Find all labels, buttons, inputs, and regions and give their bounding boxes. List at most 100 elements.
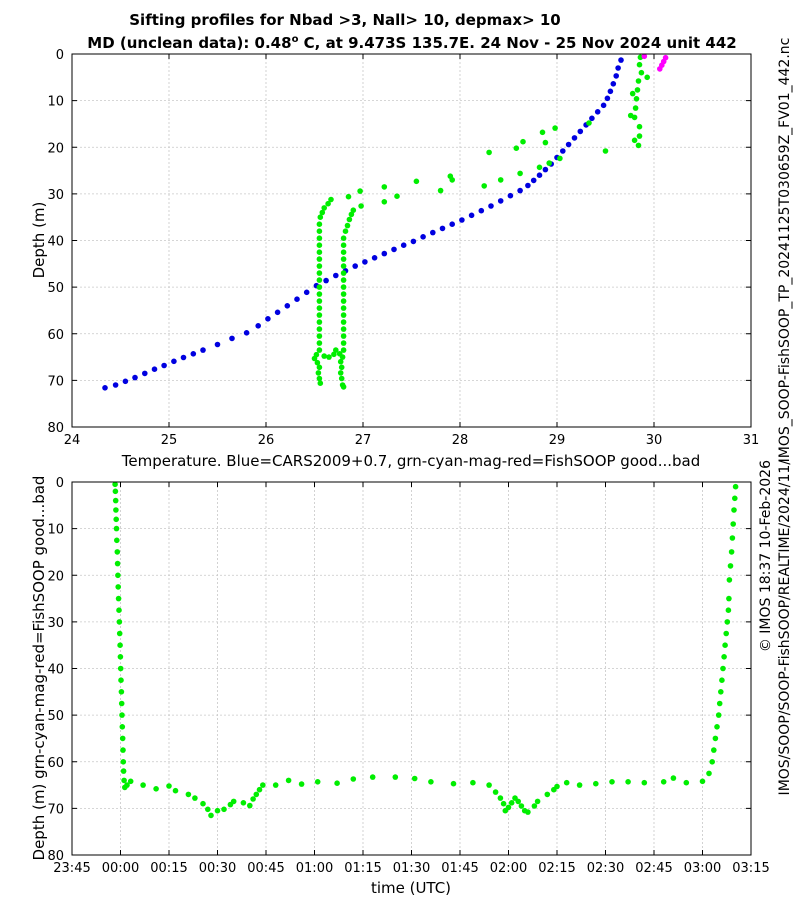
- top-data-point: [102, 385, 108, 391]
- top-data-point: [488, 203, 494, 209]
- bottom-data-point: [428, 779, 434, 785]
- top-data-point: [340, 384, 347, 390]
- top-data-point: [539, 129, 546, 136]
- top-y-tick-label: 60: [47, 328, 64, 343]
- top-data-point: [316, 235, 323, 241]
- top-data-point: [371, 254, 378, 261]
- bottom-data-point: [240, 800, 247, 806]
- bottom-data-point: [727, 563, 734, 569]
- bottom-data-point: [200, 800, 206, 807]
- bottom-x-tick-label: 03:00: [684, 861, 721, 876]
- top-data-point: [536, 172, 543, 178]
- top-data-point: [340, 305, 347, 311]
- top-y-tick-label: 30: [47, 188, 64, 203]
- top-data-point: [525, 182, 531, 189]
- bottom-data-point: [525, 809, 531, 815]
- bottom-y-tick-label: 50: [47, 709, 64, 724]
- top-data-point: [430, 229, 436, 236]
- bottom-data-point: [119, 724, 126, 730]
- top-data-point: [316, 319, 323, 325]
- top-data-point: [381, 250, 388, 257]
- bottom-data-point: [127, 778, 134, 785]
- bottom-data-point: [720, 665, 726, 672]
- bottom-data-point: [518, 803, 525, 809]
- top-data-point: [255, 323, 261, 329]
- top-data-point: [571, 135, 578, 141]
- bottom-data-point: [298, 781, 305, 787]
- top-y-tick-label: 10: [47, 95, 64, 110]
- title-line2-suffix: C, at 9.473S 135.7E. 24 Nov - 25 Nov 202…: [298, 34, 736, 52]
- top-data-point: [459, 217, 465, 223]
- bottom-data-point: [726, 595, 732, 602]
- bottom-data-point: [492, 789, 499, 795]
- top-data-point: [362, 259, 368, 265]
- top-data-point: [517, 187, 523, 194]
- bottom-data-point: [115, 595, 122, 602]
- bottom-data-point: [117, 665, 124, 672]
- top-data-point: [644, 74, 650, 81]
- bottom-x-tick-label: 00:00: [102, 861, 139, 876]
- bottom-data-point: [140, 782, 146, 788]
- bottom-data-point: [497, 795, 504, 801]
- bottom-data-point: [719, 677, 725, 683]
- bottom-data-point: [715, 712, 722, 718]
- bottom-data-point: [508, 800, 515, 806]
- bottom-data-point: [534, 798, 541, 805]
- top-data-point: [340, 270, 347, 276]
- top-data-point: [449, 177, 456, 183]
- bottom-data-point: [563, 779, 570, 786]
- bottom-data-point: [253, 791, 260, 798]
- top-data-point: [560, 148, 566, 154]
- top-data-point: [326, 354, 332, 360]
- bottom-data-point: [500, 800, 507, 807]
- bottom-data-point: [112, 497, 119, 504]
- bottom-data-point: [593, 780, 599, 787]
- top-data-point: [338, 375, 345, 382]
- top-data-point: [316, 277, 323, 283]
- top-x-tick-label: 26: [258, 433, 275, 448]
- bottom-data-point: [411, 775, 418, 782]
- top-data-point: [635, 142, 642, 149]
- top-ticks: 24 25 26 27 28 29 30 31 0 10 20 30 40 50 60 70 80: [47, 48, 759, 448]
- top-data-point: [437, 187, 444, 194]
- top-data-point: [358, 203, 364, 209]
- top-data-point: [589, 115, 595, 122]
- bottom-data-point: [716, 700, 723, 707]
- top-data-point: [632, 105, 639, 111]
- bottom-data-point: [723, 630, 729, 637]
- top-data-point: [478, 207, 485, 214]
- top-data-point: [486, 149, 492, 156]
- file-path-text: IMOS/SOOP/SOOP-FishSOOP/REALTIME/2024/11…: [777, 460, 793, 796]
- bottom-data-point: [120, 759, 127, 765]
- top-y-tick-label: 40: [47, 235, 64, 250]
- top-data-point: [317, 214, 324, 220]
- top-data-point: [610, 81, 617, 87]
- bottom-data-point: [114, 560, 121, 567]
- top-data-point: [180, 354, 187, 361]
- top-data-point: [542, 166, 549, 173]
- bottom-data-point: [116, 607, 122, 613]
- top-x-tick-label: 28: [452, 433, 469, 448]
- top-x-tick-label: 25: [161, 433, 178, 448]
- temperature-depth-panel: 24 25 26 27 28 29 30 31 0 10 20 30 40 50 60 70 80 Temper…: [30, 48, 759, 470]
- top-data-point: [635, 78, 642, 84]
- bottom-data-point: [470, 779, 476, 786]
- bottom-data-point: [515, 798, 521, 805]
- top-data-point: [530, 177, 537, 184]
- top-x-tick-label: 29: [549, 433, 566, 448]
- top-data-point: [636, 61, 643, 68]
- bottom-data-point: [711, 747, 717, 753]
- top-data-point: [340, 312, 347, 318]
- bottom-data-point: [683, 779, 690, 786]
- top-data-point: [340, 326, 347, 332]
- bottom-x-axis-label: time (UTC): [371, 879, 451, 897]
- bottom-data-point: [118, 700, 125, 707]
- bottom-data-point: [119, 735, 126, 742]
- top-data-point: [657, 66, 663, 72]
- top-data-point: [345, 193, 352, 200]
- top-data-point: [323, 277, 329, 284]
- title-line2-prefix: MD (unclean data): 0.48: [87, 34, 291, 52]
- bottom-x-tick-label: 02:45: [635, 861, 672, 876]
- top-data-point: [284, 303, 291, 309]
- bottom-data-point: [260, 782, 266, 788]
